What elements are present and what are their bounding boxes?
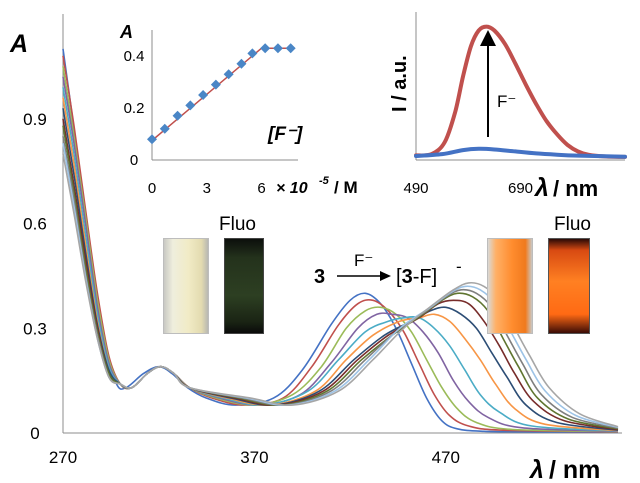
fluo-label-left: Fluo xyxy=(219,214,256,235)
main-x-tick-label: 370 xyxy=(240,448,268,467)
fluo-label-right: Fluo xyxy=(554,214,591,235)
inset2-series-line-1 xyxy=(414,24,627,159)
inset-titration-chart: 0 0.2 0.4 0 3 6 A [F⁻] × 10 -5 / M xyxy=(119,22,358,197)
main-chart: 0 0.3 0.6 0.9 270 370 470 A λ / nm xyxy=(9,14,622,483)
inset1-unit-exp: -5 xyxy=(319,175,330,187)
main-series-line-7 xyxy=(62,108,619,431)
main-y-tick-label: 0.6 xyxy=(23,215,47,234)
inset2-x-label-symbol: λ xyxy=(533,174,549,202)
inset1-point xyxy=(185,100,196,111)
reaction-arrow-head xyxy=(380,271,391,281)
main-x-tick-label: 270 xyxy=(49,448,77,467)
inset1-point xyxy=(172,110,183,121)
main-x-tick-label: 470 xyxy=(432,448,460,467)
main-y-tick-label: 0 xyxy=(30,424,39,443)
inset1-point xyxy=(198,90,209,100)
inset2-x-label-unit: / nm xyxy=(553,176,598,201)
inset2-x-tick-label: 490 xyxy=(403,180,428,197)
inset1-y-ticks: 0 0.2 0.4 xyxy=(124,48,145,169)
inset1-y-label: A xyxy=(119,22,133,42)
inset1-point xyxy=(223,69,234,80)
vial-after-daylight-photo xyxy=(487,238,533,334)
inset1-plot xyxy=(147,43,296,145)
inset1-point xyxy=(272,43,283,54)
main-series-line-5 xyxy=(62,87,619,432)
inset2-series-line-2 xyxy=(414,146,627,159)
inset1-y-tick-label: 0 xyxy=(130,152,138,169)
vial-before-fluorescence-photo xyxy=(224,238,264,334)
inset1-x-tick-label: 3 xyxy=(203,180,211,197)
inset-fluorescence-chart: 490 690 I / a.u. λ / nm F⁻ xyxy=(389,12,627,202)
main-y-tick-label: 0.9 xyxy=(23,110,47,129)
inset1-point xyxy=(260,43,271,54)
inset1-x-tick-label: 6 xyxy=(257,180,265,197)
inset1-point xyxy=(285,43,296,54)
inset1-x-label: [F⁻] xyxy=(267,124,303,145)
inset1-point xyxy=(236,58,247,69)
main-x-label-unit: / nm xyxy=(549,456,600,483)
inset2-series-group xyxy=(414,24,627,159)
inset2-x-tick-label: 690 xyxy=(508,180,533,197)
vial-before-daylight-photo xyxy=(163,238,209,334)
reaction-reagent: F⁻ xyxy=(354,251,373,270)
reaction-product: [3-F] xyxy=(396,266,437,288)
inset1-unit-prefix: × 10 xyxy=(276,180,308,197)
inset2-arrow-head xyxy=(480,30,496,46)
reaction-product-charge: - xyxy=(456,257,462,276)
reaction-annotation: 3 F⁻ [3-F] - xyxy=(314,251,462,288)
inset2-y-label: I / a.u. xyxy=(389,55,411,112)
main-series-line-8 xyxy=(62,118,619,431)
main-y-ticks: 0 0.3 0.6 0.9 xyxy=(23,110,47,443)
inset1-point xyxy=(147,134,157,145)
inset1-x-ticks: 0 3 6 xyxy=(148,180,266,197)
vial-after-fluorescence-photo xyxy=(548,238,590,334)
main-series-line-4 xyxy=(62,76,619,433)
main-x-label-symbol: λ xyxy=(528,456,544,483)
inset1-point xyxy=(210,79,221,90)
inset1-y-tick-label: 0.4 xyxy=(124,48,145,65)
inset1-point xyxy=(247,48,258,59)
main-series-line-9 xyxy=(62,125,619,430)
inset2-x-ticks: 490 690 xyxy=(403,180,533,197)
main-series-group xyxy=(62,48,619,434)
inset1-unit: / M xyxy=(334,178,358,197)
inset1-x-tick-label: 0 xyxy=(148,180,156,197)
inset1-point xyxy=(159,123,170,134)
main-x-ticks: 270 370 470 xyxy=(49,448,460,467)
inset2-arrow-label: F⁻ xyxy=(497,92,516,111)
main-y-label: A xyxy=(9,30,28,58)
reaction-reactant: 3 xyxy=(314,266,325,288)
inset1-y-tick-label: 0.2 xyxy=(124,100,145,117)
main-y-tick-label: 0.3 xyxy=(23,319,47,338)
